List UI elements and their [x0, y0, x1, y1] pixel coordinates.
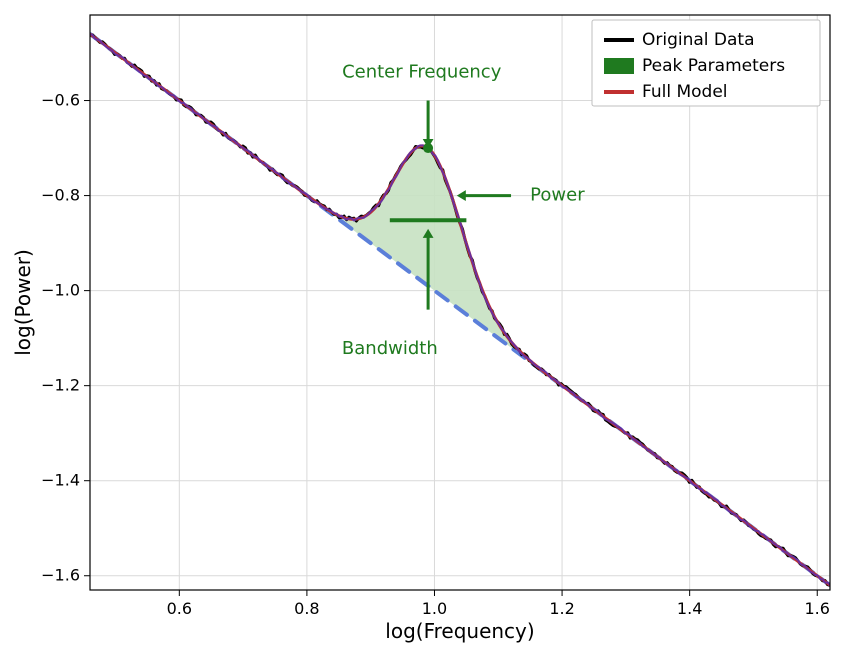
xtick-label: 0.8	[294, 599, 319, 618]
ytick-label: −0.8	[41, 186, 80, 205]
ytick-label: −0.6	[41, 91, 80, 110]
xtick-label: 1.0	[422, 599, 447, 618]
legend-label: Peak Parameters	[642, 56, 785, 76]
ytick-label: −1.0	[41, 281, 80, 300]
ytick-label: −1.6	[41, 566, 80, 585]
x-axis-label: log(Frequency)	[385, 619, 534, 643]
legend-swatch	[604, 58, 634, 74]
xtick-label: 1.2	[549, 599, 574, 618]
chart-container: 0.6 0.8 1.0 1.2 1.4 1.6 −1.6 −1.4 −1.2 −1.0 −0.8 −0…	[0, 0, 850, 650]
ytick-label: −1.4	[41, 471, 80, 490]
power-spectrum-chart: 0.6 0.8 1.0 1.2 1.4 1.6 −1.6 −1.4 −1.2 −1.0 −0.8 −0…	[0, 0, 850, 650]
center-frequency-label: Center Frequency	[342, 62, 502, 83]
legend: Original Data Peak Parameters Full Model	[592, 20, 820, 106]
legend-label: Full Model	[642, 82, 728, 102]
ytick-label: −1.2	[41, 376, 80, 395]
bandwidth-label: Bandwidth	[342, 338, 438, 359]
xtick-label: 1.6	[805, 599, 830, 618]
power-label: Power	[530, 185, 585, 206]
legend-label: Original Data	[642, 30, 755, 50]
xtick-label: 1.4	[677, 599, 702, 618]
y-axis-label: log(Power)	[11, 249, 35, 356]
xtick-label: 0.6	[167, 599, 192, 618]
